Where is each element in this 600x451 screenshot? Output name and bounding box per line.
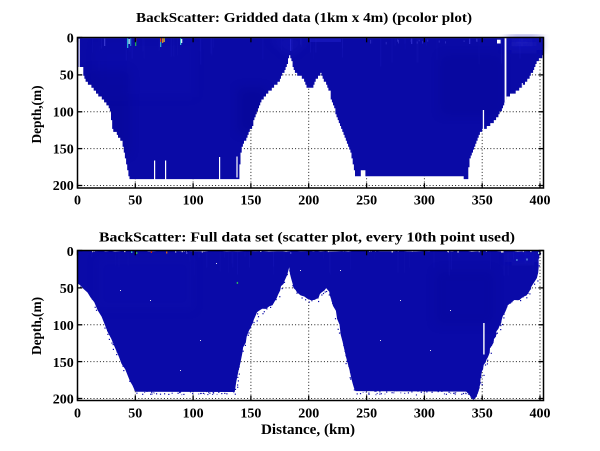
svg-text:Depth,(m): Depth,(m) (30, 85, 45, 143)
svg-text:Distance, (km): Distance, (km) (261, 422, 355, 438)
svg-text:100: 100 (53, 106, 74, 121)
svg-text:BackScatter: Gridded data (1km: BackScatter: Gridded data (1km x 4m) (pc… (136, 11, 472, 26)
svg-text:100: 100 (183, 194, 204, 209)
svg-text:150: 150 (240, 407, 261, 422)
svg-text:50: 50 (60, 69, 74, 84)
svg-text:150: 150 (53, 356, 74, 371)
svg-text:200: 200 (298, 407, 319, 422)
svg-text:0: 0 (67, 32, 74, 47)
svg-text:200: 200 (298, 194, 319, 209)
svg-text:50: 50 (128, 194, 142, 209)
svg-text:0: 0 (74, 194, 81, 209)
svg-text:200: 200 (53, 393, 74, 408)
svg-text:0: 0 (67, 245, 74, 260)
svg-text:400: 400 (530, 194, 551, 209)
svg-text:50: 50 (128, 407, 142, 422)
svg-text:350: 350 (472, 407, 493, 422)
svg-text:200: 200 (53, 179, 74, 194)
svg-text:350: 350 (472, 194, 493, 209)
svg-text:Depth,(m): Depth,(m) (30, 297, 45, 355)
svg-text:150: 150 (240, 194, 261, 209)
svg-text:BackScatter: Full data set (sc: BackScatter: Full data set (scatter plot… (99, 230, 515, 245)
svg-text:250: 250 (356, 407, 377, 422)
svg-text:100: 100 (183, 407, 204, 422)
svg-text:50: 50 (60, 282, 74, 297)
svg-text:0: 0 (74, 407, 81, 422)
svg-text:100: 100 (53, 319, 74, 334)
svg-text:300: 300 (414, 194, 435, 209)
svg-text:300: 300 (414, 407, 435, 422)
svg-text:150: 150 (53, 142, 74, 157)
svg-text:250: 250 (356, 194, 377, 209)
svg-text:400: 400 (530, 407, 551, 422)
